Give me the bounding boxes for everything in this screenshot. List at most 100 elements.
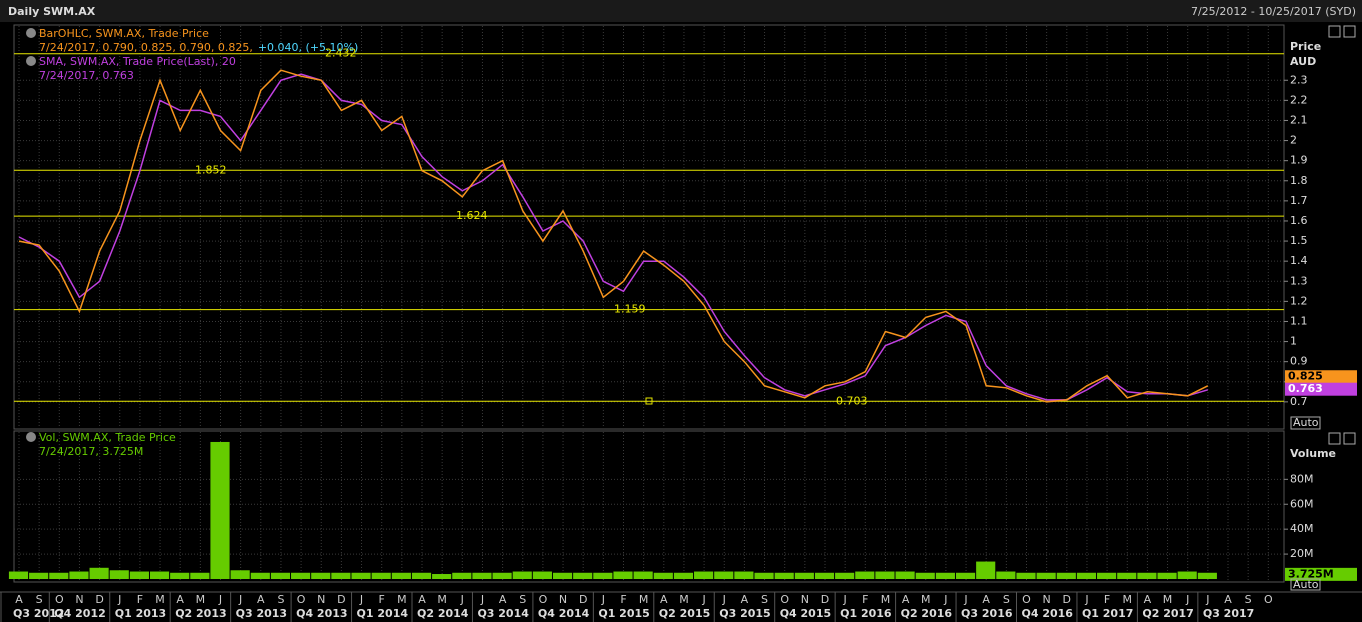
last-value-tag	[1285, 370, 1357, 384]
level-label: 2.432	[325, 47, 357, 60]
x-tick-label: A	[1224, 593, 1232, 606]
y-tick-label: 1.2	[1290, 294, 1308, 307]
x-tick-label: O	[55, 593, 64, 606]
volume-bar	[814, 572, 835, 579]
x-tick-label: M	[1163, 593, 1173, 606]
volume-bar	[492, 572, 512, 579]
y-tick-label: 1	[1290, 335, 1297, 348]
x-tick-label: J	[117, 593, 121, 606]
volume-bar	[714, 571, 734, 579]
volume-bar	[311, 572, 331, 579]
x-tick-label: A	[257, 593, 265, 606]
volume-bar	[129, 571, 149, 579]
volume-bar	[250, 572, 270, 579]
x-tick-label: S	[519, 593, 526, 606]
x-tick-label: J	[843, 593, 847, 606]
volume-bar	[532, 571, 552, 579]
volume-bar	[1197, 572, 1217, 579]
volume-bar	[190, 572, 210, 579]
quarter-label: Q4 2012	[54, 607, 105, 620]
x-tick-label: M	[921, 593, 931, 606]
y-tick-label: 1.6	[1290, 214, 1308, 227]
volume-bar	[552, 572, 573, 579]
last-value-label: 0.763	[1288, 382, 1323, 395]
volume-bar	[895, 571, 915, 579]
legend-entry: Vol, SWM.AX, Trade Price	[39, 431, 176, 444]
x-tick-label: M	[437, 593, 447, 606]
volume-bar	[270, 572, 291, 579]
x-tick-label: S	[277, 593, 284, 606]
x-tick-label: A	[15, 593, 23, 606]
volume-bar	[1177, 571, 1197, 579]
last-value-label: 0.825	[1288, 370, 1323, 383]
legend-icon[interactable]	[26, 56, 36, 66]
x-tick-label: O	[539, 593, 548, 606]
y-tick-label: 40M	[1290, 522, 1314, 535]
x-tick-label: N	[317, 593, 325, 606]
volume-bar	[734, 571, 754, 579]
y-tick-label: 80M	[1290, 472, 1314, 485]
volume-bar	[1137, 572, 1157, 579]
last-value-tag	[1285, 567, 1357, 581]
volume-bar	[432, 574, 452, 579]
volume-bar	[673, 572, 694, 579]
maximize-button[interactable]	[1328, 432, 1341, 445]
x-tick-label: F	[1104, 593, 1110, 606]
x-tick-label: M	[639, 593, 649, 606]
x-tick-label: S	[36, 593, 43, 606]
volume-bar	[391, 572, 411, 579]
close-button[interactable]	[1343, 432, 1356, 445]
maximize-button[interactable]	[1328, 25, 1341, 38]
legend-detail: 7/24/2017, 0.790, 0.825, 0.790, 0.825,	[39, 41, 253, 54]
volume-bar	[69, 571, 89, 579]
x-tick-label: A	[499, 593, 507, 606]
quarter-label: Q3 2014	[477, 607, 529, 620]
x-tick-label: N	[1043, 593, 1051, 606]
y-tick-label: 20M	[1290, 547, 1314, 560]
quarter-label: Q1 2015	[598, 607, 649, 620]
x-tick-label: N	[75, 593, 83, 606]
x-tick-label: O	[780, 593, 789, 606]
legend-entry: BarOHLC, SWM.AX, Trade Price	[39, 27, 209, 40]
volume-bar	[1157, 572, 1177, 579]
volume-bar	[653, 572, 673, 579]
x-tick-label: D	[821, 593, 829, 606]
y-tick-label: 0.9	[1290, 355, 1308, 368]
volume-bar	[774, 572, 794, 579]
volume-bar	[573, 572, 593, 579]
x-tick-label: A	[902, 593, 910, 606]
volume-bar	[452, 572, 472, 579]
x-tick-label: J	[943, 593, 947, 606]
legend-change: +0.040, (+5.10%)	[258, 41, 358, 54]
volume-bar	[935, 572, 955, 579]
price-panel	[13, 24, 1285, 430]
y-tick-label: 2.2	[1290, 93, 1308, 106]
volume-bar	[512, 571, 532, 579]
legend-icon[interactable]	[26, 28, 36, 38]
volume-bar	[633, 571, 653, 579]
y-axis-unit: AUD	[1290, 55, 1316, 68]
legend-icon[interactable]	[26, 432, 36, 442]
volume-bar	[8, 571, 29, 579]
volume-bar	[915, 572, 935, 579]
x-tick-label: D	[95, 593, 103, 606]
y-tick-label: 2.3	[1290, 73, 1308, 86]
x-tick-label: S	[761, 593, 768, 606]
x-tick-label: O	[1022, 593, 1031, 606]
volume-bar	[210, 441, 230, 579]
quarter-label: Q1 2017	[1082, 607, 1133, 620]
x-tick-label: D	[337, 593, 345, 606]
volume-bar	[1097, 572, 1117, 579]
volume-bar	[472, 572, 492, 579]
scale-mode: Auto	[1293, 416, 1319, 429]
x-tick-label: F	[620, 593, 626, 606]
volume-bar	[149, 571, 170, 579]
close-button[interactable]	[1343, 25, 1356, 38]
x-tick-label: J	[1185, 593, 1189, 606]
x-tick-label: J	[359, 593, 363, 606]
x-tick-label: D	[1063, 593, 1071, 606]
x-tick-label: J	[238, 593, 242, 606]
x-tick-label: F	[137, 593, 143, 606]
y-tick-label: 60M	[1290, 497, 1314, 510]
last-value-label: 3.725M	[1288, 567, 1334, 580]
